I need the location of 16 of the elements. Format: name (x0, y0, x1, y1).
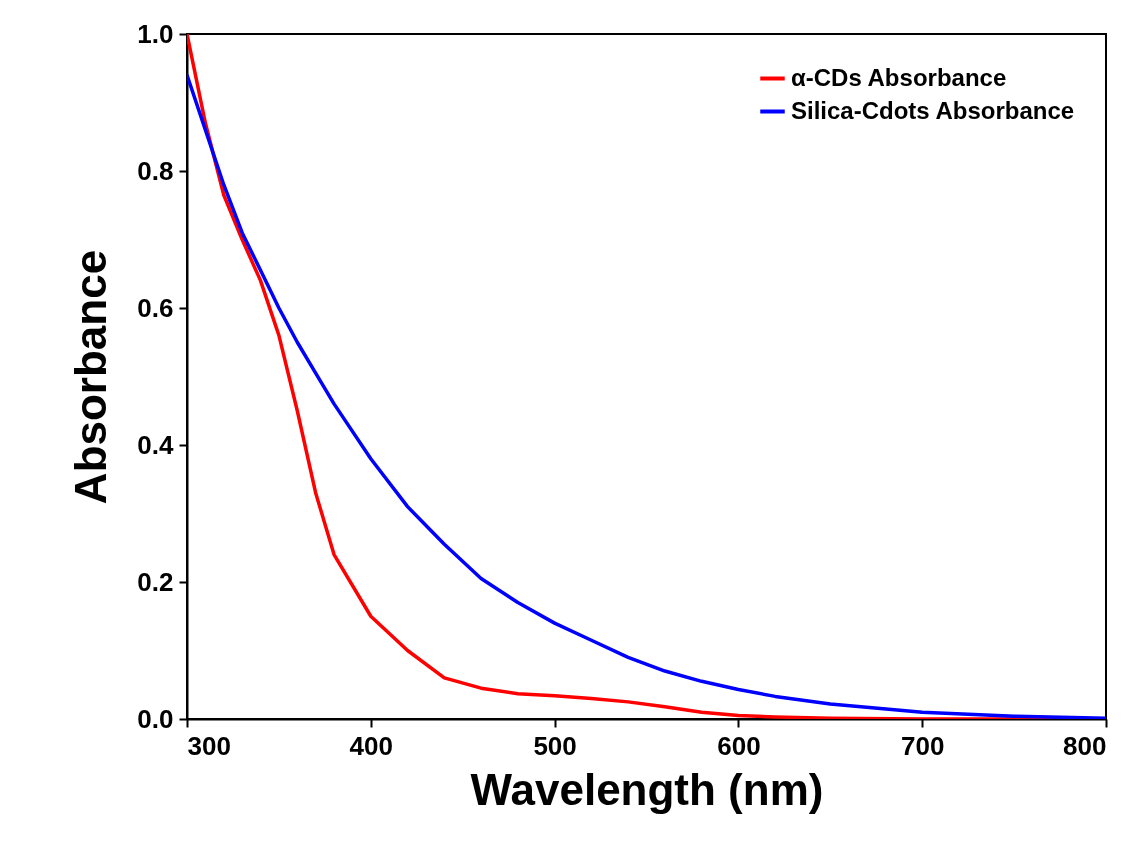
legend-label: Silica-Cdots Absorbance (791, 96, 1075, 124)
y-axis-title: Absorbance (66, 249, 116, 505)
x-tick-label: 700 (901, 730, 945, 761)
y-tick-label: 1.0 (137, 18, 174, 49)
x-tick-label: 500 (533, 730, 577, 761)
x-tick-label: 400 (349, 730, 393, 761)
legend-label: α-CDs Absorbance (791, 63, 1007, 91)
x-tick-label: 300 (187, 730, 231, 761)
y-tick-label: 0.8 (137, 155, 174, 186)
x-axis-title: Wavelength (nm) (470, 764, 824, 814)
y-tick-label: 0.4 (137, 429, 175, 460)
y-tick-label: 0.2 (137, 566, 174, 597)
y-tick-label: 0.6 (137, 292, 174, 323)
x-tick-label: 600 (717, 730, 761, 761)
y-tick-label: 0.0 (137, 703, 174, 734)
x-tick-label: 800 (1063, 730, 1107, 761)
